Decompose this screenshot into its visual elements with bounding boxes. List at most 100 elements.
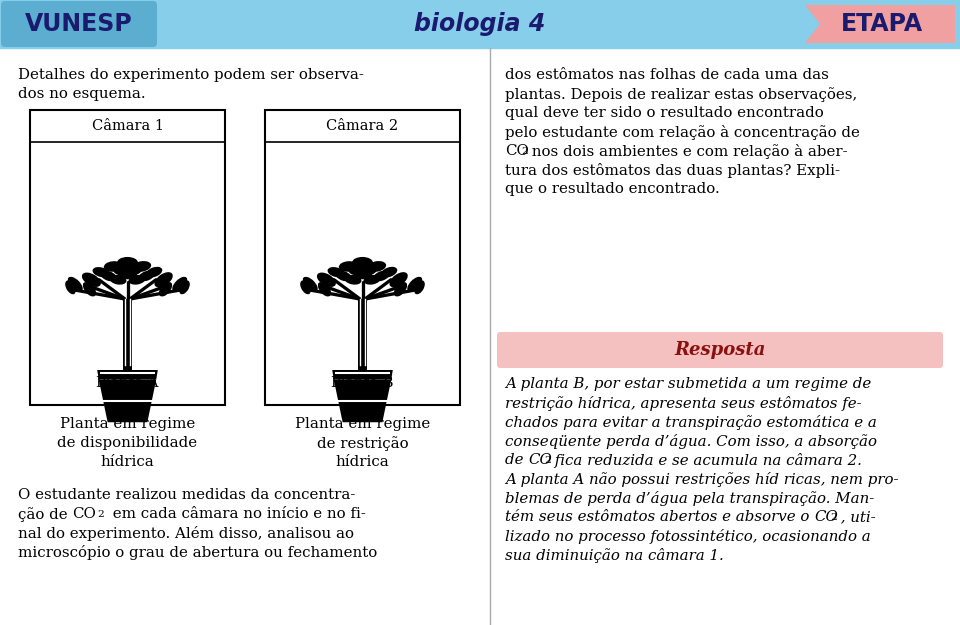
Text: Planta A: Planta A <box>96 376 158 390</box>
Ellipse shape <box>118 269 137 279</box>
Ellipse shape <box>109 275 127 284</box>
Text: dos estômatos nas folhas de cada uma das: dos estômatos nas folhas de cada uma das <box>505 68 828 82</box>
Circle shape <box>110 262 117 269</box>
Circle shape <box>333 268 340 275</box>
Text: nos dois ambientes e com relação à aber-: nos dois ambientes e com relação à aber- <box>527 144 848 159</box>
Ellipse shape <box>348 265 368 276</box>
Circle shape <box>106 272 111 279</box>
Ellipse shape <box>302 277 318 292</box>
Ellipse shape <box>407 277 422 292</box>
Text: qual deve ter sido o resultado encontrado: qual deve ter sido o resultado encontrad… <box>505 106 824 120</box>
Ellipse shape <box>353 269 372 279</box>
Text: nal do experimento. Além disso, analisou ao: nal do experimento. Além disso, analisou… <box>18 526 354 541</box>
Ellipse shape <box>83 282 96 296</box>
Ellipse shape <box>373 271 390 281</box>
Circle shape <box>125 259 132 265</box>
Polygon shape <box>99 379 156 423</box>
Text: fica reduzida e se acumula na câmara 2.: fica reduzida e se acumula na câmara 2. <box>550 453 862 468</box>
Ellipse shape <box>180 281 190 294</box>
Circle shape <box>413 280 419 287</box>
Circle shape <box>354 266 361 273</box>
Ellipse shape <box>146 267 162 278</box>
Circle shape <box>163 285 170 292</box>
Ellipse shape <box>317 272 336 287</box>
Ellipse shape <box>339 261 358 272</box>
Ellipse shape <box>68 277 83 292</box>
Polygon shape <box>332 370 393 379</box>
Ellipse shape <box>414 281 425 294</box>
Text: 2: 2 <box>830 513 837 522</box>
Text: 2: 2 <box>97 510 104 519</box>
Polygon shape <box>334 379 392 423</box>
Ellipse shape <box>82 272 101 287</box>
Ellipse shape <box>172 277 187 292</box>
Ellipse shape <box>113 265 132 276</box>
Circle shape <box>99 268 106 275</box>
Circle shape <box>379 272 386 279</box>
Text: tém seus estômatos abertos e absorve o: tém seus estômatos abertos e absorve o <box>505 510 814 524</box>
Circle shape <box>365 266 372 273</box>
Text: Planta em regime: Planta em regime <box>60 417 195 431</box>
Text: A planta B, por estar submetida a um regime de: A planta B, por estar submetida a um reg… <box>505 377 872 391</box>
Circle shape <box>396 276 403 282</box>
Circle shape <box>86 285 93 292</box>
Text: Planta B: Planta B <box>331 376 394 390</box>
Bar <box>265 110 460 405</box>
Text: que o resultado encontrado.: que o resultado encontrado. <box>505 182 720 196</box>
Circle shape <box>324 276 329 282</box>
Circle shape <box>387 268 394 275</box>
Text: conseqüente perda d’água. Com isso, a absorção: conseqüente perda d’água. Com isso, a ab… <box>505 434 877 449</box>
Text: pelo estudante com relação à concentração de: pelo estudante com relação à concentraçã… <box>505 125 860 140</box>
Ellipse shape <box>335 271 351 281</box>
Text: , uti-: , uti- <box>836 510 876 524</box>
Ellipse shape <box>117 257 138 268</box>
Text: Câmara 2: Câmara 2 <box>326 119 398 133</box>
Text: Detalhes do experimento podem ser observa-: Detalhes do experimento podem ser observ… <box>18 68 364 82</box>
Text: microscópio o grau de abertura ou fechamento: microscópio o grau de abertura ou fecham… <box>18 545 377 560</box>
Text: de disponibilidade: de disponibilidade <box>58 436 198 450</box>
Text: ETAPA: ETAPA <box>841 12 924 36</box>
Ellipse shape <box>345 275 362 284</box>
Circle shape <box>346 262 352 269</box>
Ellipse shape <box>352 257 372 268</box>
Bar <box>30 110 225 405</box>
Circle shape <box>161 276 168 282</box>
Text: lizado no processo fotossintético, ocasionando a: lizado no processo fotossintético, ocasi… <box>505 529 871 544</box>
Circle shape <box>360 259 367 265</box>
Ellipse shape <box>132 261 151 272</box>
Text: restrição hídrica, apresenta seus estômatos fe-: restrição hídrica, apresenta seus estôma… <box>505 396 862 411</box>
Text: 2: 2 <box>521 147 528 156</box>
Text: chados para evitar a transpiração estomática e a: chados para evitar a transpiração estomá… <box>505 415 876 430</box>
Polygon shape <box>805 5 955 43</box>
Text: CO: CO <box>814 510 838 524</box>
Text: CO: CO <box>505 144 529 158</box>
Ellipse shape <box>318 282 331 296</box>
FancyBboxPatch shape <box>1 1 157 47</box>
Text: Resposta: Resposta <box>674 341 766 359</box>
Ellipse shape <box>300 281 311 294</box>
Ellipse shape <box>138 271 155 281</box>
Ellipse shape <box>364 275 380 284</box>
Text: Planta em regime: Planta em regime <box>295 417 430 431</box>
Bar <box>123 299 132 370</box>
Circle shape <box>398 285 405 292</box>
Text: VUNESP: VUNESP <box>25 12 132 36</box>
Ellipse shape <box>104 261 123 272</box>
Circle shape <box>72 280 79 287</box>
Text: O estudante realizou medidas da concentra-: O estudante realizou medidas da concentr… <box>18 488 355 502</box>
Text: CO: CO <box>528 453 552 467</box>
Text: em cada câmara no início e no fi-: em cada câmara no início e no fi- <box>108 507 366 521</box>
Ellipse shape <box>327 267 345 278</box>
Text: 2: 2 <box>544 456 551 465</box>
Ellipse shape <box>394 282 407 296</box>
Circle shape <box>119 266 126 273</box>
Circle shape <box>340 272 347 279</box>
Ellipse shape <box>381 267 397 278</box>
Text: plantas. Depois de realizar estas observações,: plantas. Depois de realizar estas observ… <box>505 87 857 102</box>
Text: dos no esquema.: dos no esquema. <box>18 87 146 101</box>
Ellipse shape <box>65 281 76 294</box>
Ellipse shape <box>358 265 376 276</box>
Circle shape <box>374 262 381 269</box>
Circle shape <box>139 262 146 269</box>
Ellipse shape <box>159 282 172 296</box>
